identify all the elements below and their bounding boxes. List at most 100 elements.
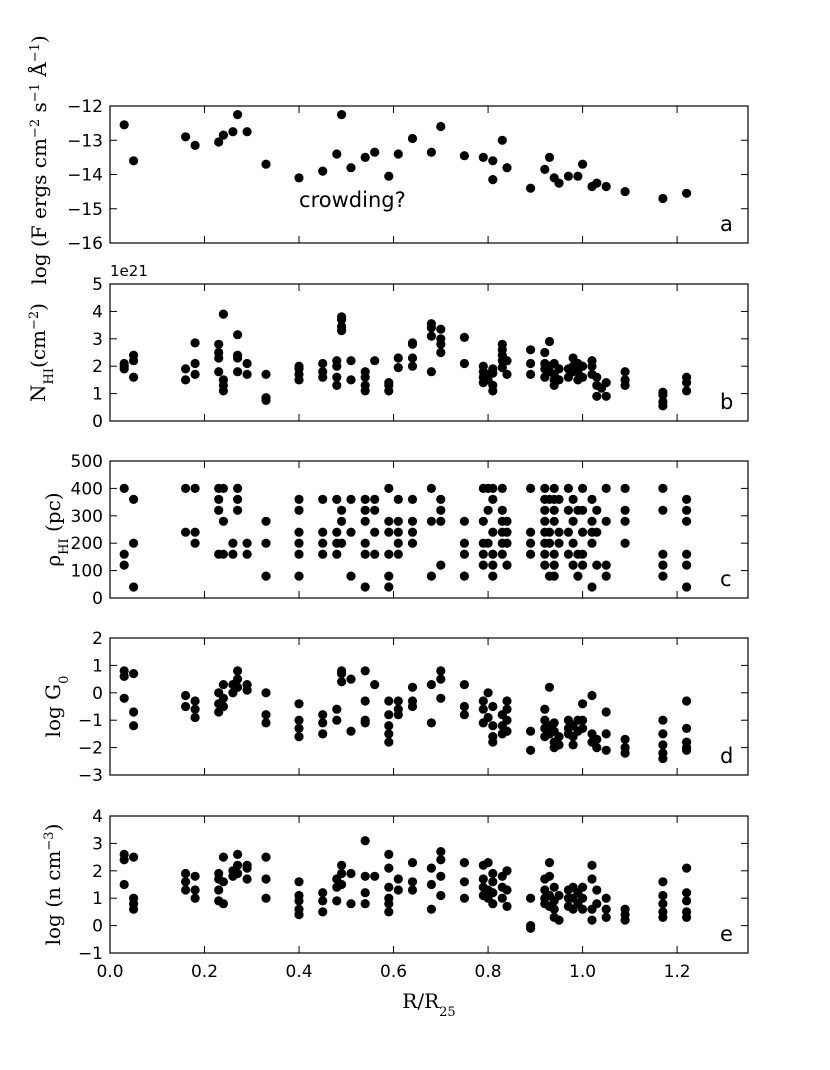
data-point	[436, 847, 446, 857]
data-point	[233, 110, 243, 120]
data-point	[129, 372, 139, 382]
data-point	[337, 110, 347, 120]
data-point	[436, 347, 446, 358]
data-point	[459, 710, 469, 720]
data-point	[497, 483, 507, 493]
data-point	[658, 571, 668, 581]
y-tick-label: 1	[92, 656, 103, 676]
data-point	[526, 745, 536, 755]
data-point	[568, 740, 578, 750]
data-point	[578, 527, 588, 537]
data-point	[233, 682, 243, 692]
data-point	[233, 350, 243, 360]
data-point	[384, 696, 394, 706]
data-point	[502, 726, 512, 736]
data-point	[601, 571, 611, 581]
data-point	[346, 375, 356, 385]
data-point	[370, 147, 380, 157]
data-point	[436, 666, 446, 676]
data-point	[554, 494, 564, 504]
data-point	[214, 885, 224, 895]
data-point	[426, 147, 436, 157]
data-point	[488, 156, 498, 166]
data-point	[384, 483, 394, 493]
data-point	[119, 693, 129, 703]
data-point	[407, 877, 418, 887]
data-point	[549, 505, 559, 515]
data-point	[294, 505, 304, 515]
data-point	[587, 494, 597, 504]
data-point	[483, 505, 493, 515]
data-point	[360, 718, 370, 728]
data-point	[228, 538, 238, 548]
data-point	[214, 137, 224, 147]
y-tick-label: 200	[71, 534, 103, 554]
data-point	[337, 312, 347, 322]
data-point	[318, 896, 328, 906]
data-point	[218, 852, 228, 862]
data-point	[478, 549, 488, 559]
x-tick-label: 0.0	[96, 962, 123, 982]
y-tick-label: −3	[78, 766, 103, 786]
data-point	[601, 560, 611, 570]
data-point	[384, 378, 394, 388]
data-point	[360, 666, 370, 676]
data-point	[478, 560, 488, 570]
y-tick-label: 5	[92, 275, 103, 295]
data-point	[554, 375, 564, 385]
data-point	[337, 321, 347, 332]
data-point	[436, 674, 446, 684]
data-point	[587, 874, 597, 884]
data-point	[502, 527, 512, 537]
data-point	[478, 361, 488, 371]
data-point	[384, 729, 394, 739]
data-point	[658, 729, 668, 739]
data-point	[540, 483, 550, 493]
data-point	[393, 874, 403, 884]
data-point	[592, 899, 602, 909]
data-point	[526, 183, 536, 193]
data-point	[346, 899, 356, 909]
data-point	[129, 721, 139, 731]
data-point	[332, 715, 342, 725]
data-point	[483, 712, 493, 723]
data-point	[592, 505, 602, 515]
data-point	[242, 860, 252, 870]
data-point	[502, 538, 512, 548]
data-point	[682, 494, 692, 504]
data-point	[181, 527, 191, 537]
data-point	[488, 175, 498, 185]
data-point	[526, 527, 536, 537]
data-point	[360, 871, 370, 881]
data-point	[426, 680, 436, 690]
data-point	[502, 901, 512, 912]
data-point	[436, 334, 446, 344]
data-point	[526, 358, 536, 369]
data-point	[526, 549, 536, 559]
data-point	[601, 516, 611, 526]
data-point	[370, 494, 380, 504]
data-point	[620, 367, 630, 377]
data-point	[181, 868, 191, 879]
data-point	[682, 386, 692, 396]
data-point	[436, 516, 446, 526]
data-point	[459, 571, 469, 581]
data-point	[233, 674, 243, 684]
data-point	[497, 893, 507, 903]
data-point	[544, 336, 555, 347]
x-tick-label: 1.0	[569, 962, 596, 982]
data-point	[587, 538, 597, 548]
data-point	[384, 571, 394, 581]
y-tick-label: 3	[92, 330, 103, 350]
data-point	[592, 391, 602, 401]
data-point	[592, 178, 602, 188]
data-point	[620, 187, 630, 197]
data-point	[337, 538, 347, 548]
data-point	[407, 516, 418, 526]
data-point	[119, 120, 129, 130]
plot-frame	[109, 105, 749, 244]
data-point	[620, 734, 630, 745]
x-tick-label: 1.2	[664, 962, 691, 982]
data-point	[218, 680, 228, 690]
data-point	[682, 549, 692, 559]
